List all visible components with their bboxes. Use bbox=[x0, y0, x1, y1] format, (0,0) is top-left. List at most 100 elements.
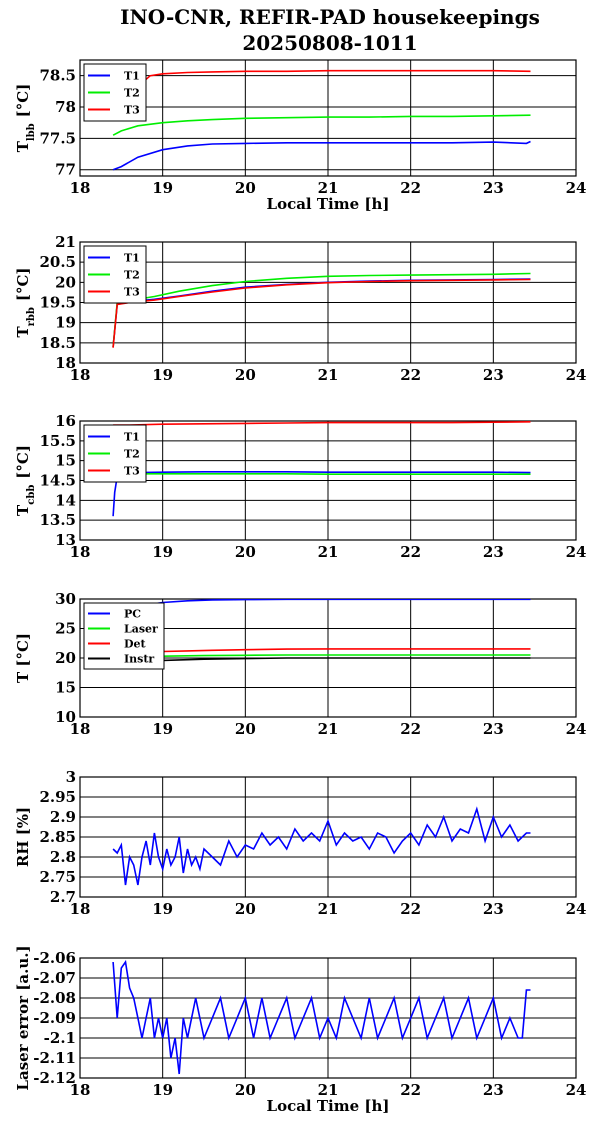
y-tick-label: 15 bbox=[55, 679, 76, 697]
x-tick-label: 22 bbox=[400, 543, 421, 561]
plot-frame bbox=[79, 59, 577, 177]
x-tick-label: 18 bbox=[70, 179, 91, 197]
legend-label: T2 bbox=[124, 87, 140, 100]
series-line-t2 bbox=[112, 114, 531, 136]
y-tick-label: 2.8 bbox=[50, 848, 76, 866]
figure-subtitle: 20250808-1011 bbox=[242, 31, 417, 55]
x-tick-label: 22 bbox=[400, 900, 421, 918]
y-axis-label: T [°C] bbox=[14, 633, 32, 683]
y-axis-label-sub: lbb bbox=[26, 123, 37, 141]
y-tick-label: 2.7 bbox=[50, 888, 76, 906]
x-tick-label: 23 bbox=[483, 543, 504, 561]
series-line-t1 bbox=[112, 278, 531, 347]
y-tick-label: 2.95 bbox=[39, 788, 76, 806]
x-tick-label: 22 bbox=[400, 1081, 421, 1099]
y-tick-label: 20.5 bbox=[39, 253, 76, 271]
legend-label: T1 bbox=[124, 70, 140, 83]
y-axis-label-unit: [°C] bbox=[14, 84, 32, 118]
y-tick-label: 14.5 bbox=[39, 472, 76, 490]
series-line-pc bbox=[150, 599, 531, 606]
y-tick-label: 18 bbox=[55, 354, 76, 372]
series-line-t1 bbox=[112, 470, 531, 517]
x-tick-label: 21 bbox=[318, 900, 339, 918]
y-tick-label: 10 bbox=[55, 708, 76, 726]
y-axis-label-main: T [°C] bbox=[14, 633, 32, 683]
legend-label: T3 bbox=[124, 465, 140, 478]
series-line-t1 bbox=[112, 140, 531, 171]
legend-label: Laser bbox=[124, 623, 158, 636]
y-axis-label-sub: rbb bbox=[26, 307, 37, 326]
x-tick-label: 24 bbox=[566, 179, 587, 197]
panel-tlbb: 18 19 20 21 22 23 24 77 77.5 78 78.5 Local Time [h]… bbox=[14, 59, 587, 213]
series-line bbox=[112, 959, 531, 1075]
x-tick-label: 20 bbox=[235, 1081, 256, 1099]
legend-label: T3 bbox=[124, 286, 140, 299]
x-tick-label: 24 bbox=[566, 900, 587, 918]
y-axis-label: Trbb [°C] bbox=[14, 267, 37, 337]
x-tick-label: 21 bbox=[318, 179, 339, 197]
y-axis-label-main: T bbox=[14, 140, 32, 152]
x-tick-label: 24 bbox=[566, 1081, 587, 1099]
series-line-t3 bbox=[143, 69, 531, 82]
series-line-laser bbox=[150, 654, 531, 658]
series-line-det bbox=[150, 648, 531, 653]
x-tick-label: 21 bbox=[318, 366, 339, 384]
y-tick-label: 78.5 bbox=[39, 67, 76, 85]
series-line-t2 bbox=[112, 272, 531, 347]
y-tick-label: 20 bbox=[55, 273, 76, 291]
x-tick-label: 20 bbox=[235, 543, 256, 561]
y-axis-label-unit: [°C] bbox=[14, 267, 32, 301]
x-tick-label: 21 bbox=[318, 543, 339, 561]
y-tick-label: -2.1 bbox=[44, 1029, 76, 1047]
y-axis-label: Tlbb [°C] bbox=[14, 84, 37, 153]
x-tick-label: 19 bbox=[152, 179, 173, 197]
y-tick-label: 77.5 bbox=[39, 129, 76, 147]
x-tick-label: 18 bbox=[70, 900, 91, 918]
legend-label: Det bbox=[124, 638, 147, 651]
y-axis-label: RH [%] bbox=[14, 807, 32, 867]
y-tick-label: 13.5 bbox=[39, 511, 76, 529]
y-tick-label: 3 bbox=[66, 768, 76, 786]
x-tick-label: 21 bbox=[318, 720, 339, 738]
x-tick-label: 19 bbox=[152, 1081, 173, 1099]
y-tick-label: -2.07 bbox=[33, 969, 76, 987]
x-tick-label: 20 bbox=[235, 900, 256, 918]
x-tick-label: 24 bbox=[566, 543, 587, 561]
x-tick-label: 18 bbox=[70, 1081, 91, 1099]
x-tick-label: 24 bbox=[566, 720, 587, 738]
y-tick-label: -2.11 bbox=[33, 1049, 76, 1067]
panel-laser: 18 19 20 21 22 23 24 -2.12 -2.11 -2.1 -2.09 -2.08 -2… bbox=[14, 945, 586, 1115]
x-axis-label: Local Time [h] bbox=[267, 1097, 390, 1115]
series-line-t3 bbox=[112, 278, 531, 348]
y-tick-label: 19 bbox=[55, 314, 76, 332]
y-tick-label: 25 bbox=[55, 620, 76, 638]
y-tick-label: 77 bbox=[55, 161, 76, 179]
y-axis-label-main: RH [%] bbox=[14, 807, 32, 867]
y-tick-label: 16 bbox=[55, 412, 76, 430]
x-tick-label: 18 bbox=[70, 366, 91, 384]
y-tick-label: 30 bbox=[55, 590, 76, 608]
panels: 18 19 20 21 22 23 24 77 77.5 78 78.5 Local Time [h]… bbox=[14, 59, 587, 1115]
y-tick-label: 2.75 bbox=[39, 868, 76, 886]
panel-trbb: 18 19 20 21 22 23 24 18 18.5 19 19.5 20 20.5 21 Trbb [°… bbox=[14, 233, 586, 384]
y-tick-label: 20 bbox=[55, 649, 76, 667]
x-tick-label: 24 bbox=[566, 366, 587, 384]
y-tick-label: 2.9 bbox=[50, 808, 76, 826]
y-tick-label: -2.08 bbox=[33, 989, 76, 1007]
x-tick-label: 18 bbox=[70, 720, 91, 738]
y-tick-label: -2.09 bbox=[33, 1009, 76, 1027]
legend-label: T1 bbox=[124, 252, 140, 265]
y-tick-label: 18.5 bbox=[39, 334, 76, 352]
panel-rh: 18 19 20 21 22 23 24 2.7 2.75 2.8 2.85 2.9 2.95 3 RH [… bbox=[14, 768, 586, 918]
x-tick-label: 19 bbox=[152, 900, 173, 918]
legend-label: T3 bbox=[124, 104, 140, 117]
y-tick-label: 14 bbox=[55, 491, 76, 509]
y-axis-label-main: T bbox=[14, 326, 32, 338]
x-tick-label: 19 bbox=[152, 366, 173, 384]
series-line bbox=[112, 806, 531, 886]
series-line-t2 bbox=[112, 472, 531, 481]
y-tick-label: 21 bbox=[55, 233, 76, 251]
x-tick-label: 19 bbox=[152, 720, 173, 738]
y-tick-label: -2.12 bbox=[33, 1069, 76, 1087]
